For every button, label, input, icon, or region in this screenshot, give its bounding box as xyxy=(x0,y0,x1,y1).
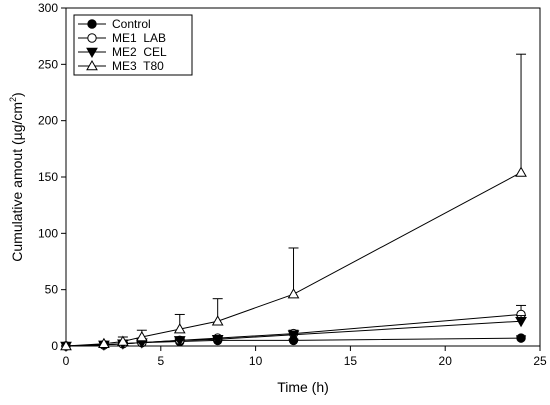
legend-entry-label: ME3 T80 xyxy=(112,59,164,73)
x-axis-title: Time (h) xyxy=(277,379,329,395)
data-point xyxy=(516,333,526,343)
y-tick-label: 250 xyxy=(38,57,58,71)
x-tick-label: 5 xyxy=(157,354,164,368)
y-axis-title: Cumulative amout (µg/cm2) xyxy=(8,92,25,261)
data-point xyxy=(287,330,300,341)
y-tick-label: 50 xyxy=(45,283,59,297)
legend-marker xyxy=(86,47,98,59)
data-point xyxy=(60,339,72,351)
data-point xyxy=(173,336,186,347)
data-point xyxy=(287,288,300,299)
data-point xyxy=(173,323,186,334)
legend-marker xyxy=(87,19,97,29)
data-point xyxy=(135,330,148,342)
data-point xyxy=(515,316,527,328)
series-4 xyxy=(60,53,527,351)
data-point xyxy=(98,337,110,348)
y-tick-label: 150 xyxy=(38,170,58,184)
y-axis-title-main: Cumulative amout (µg/cm xyxy=(9,102,25,262)
x-tick-label: 15 xyxy=(344,354,358,368)
x-axis: 0 5 10 15 20 25 xyxy=(63,346,547,368)
y-tick-label: 100 xyxy=(38,226,58,240)
y-axis-title-end: ) xyxy=(9,92,25,97)
x-tick-label: 10 xyxy=(249,354,263,368)
series-layer xyxy=(60,53,527,353)
legend-marker xyxy=(86,59,98,71)
data-point xyxy=(211,315,224,326)
y-axis-title-superscript: 2 xyxy=(8,97,18,102)
y-axis: 0 50 100 150 200 250 300 xyxy=(38,1,66,353)
y-tick-label: 0 xyxy=(51,339,58,353)
x-tick-label: 25 xyxy=(533,354,547,368)
legend-entry-label: ME2 CEL xyxy=(112,45,167,59)
legend-marker xyxy=(87,33,97,43)
x-tick-label: 20 xyxy=(439,354,453,368)
legend-entry-label: ME1 LAB xyxy=(112,31,166,45)
data-point xyxy=(211,334,224,346)
data-point xyxy=(515,166,527,177)
legend-entry-label: Control xyxy=(112,17,151,31)
y-tick-label: 200 xyxy=(38,114,58,128)
data-point xyxy=(117,335,129,346)
x-tick-label: 0 xyxy=(63,354,70,368)
y-tick-label: 300 xyxy=(38,1,58,15)
